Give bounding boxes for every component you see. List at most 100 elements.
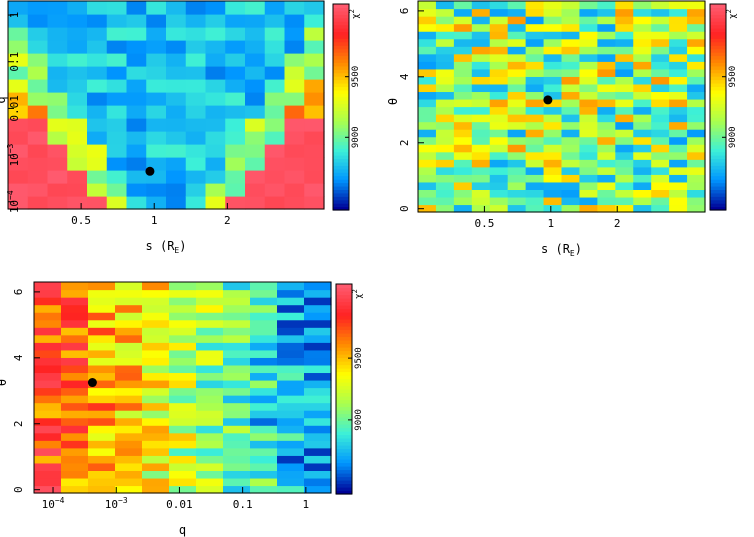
colorbar-step: [333, 199, 349, 204]
colorbar-step: [336, 361, 352, 366]
heatmap-cell: [34, 402, 62, 411]
heatmap-cell: [223, 304, 251, 313]
heatmap-cell: [223, 417, 251, 426]
heatmap-cell: [142, 485, 170, 494]
heatmap-cell: [669, 16, 688, 25]
heatmap-cell: [250, 440, 278, 449]
heatmap-cell: [633, 106, 652, 115]
heatmap-cell: [47, 157, 68, 171]
colorbar-step: [336, 469, 352, 474]
heatmap-cell: [579, 204, 598, 213]
heatmap-cell: [142, 477, 170, 487]
heatmap-cell: [304, 79, 325, 93]
heatmap-cell: [489, 121, 509, 130]
heatmap-cell: [525, 68, 545, 77]
heatmap-cell: [435, 106, 455, 115]
heatmap-cell: [146, 53, 167, 67]
y-tick-label: 2: [398, 139, 411, 146]
colorbar-step: [333, 131, 349, 136]
heatmap-cell: [651, 46, 670, 55]
heatmap-cell: [223, 402, 251, 411]
heatmap-cell: [471, 166, 491, 175]
heatmap-cell: [525, 204, 545, 213]
heatmap-cell: [543, 76, 563, 85]
heatmap-cell: [250, 372, 278, 381]
heatmap-cell: [418, 181, 437, 190]
heatmap-cell: [687, 76, 706, 85]
colorbar-label-sup: 2: [725, 9, 733, 13]
heatmap-cell: [579, 91, 598, 100]
heatmap-cell: [543, 98, 563, 108]
heatmap-cell: [435, 38, 455, 47]
heatmap-cell: [453, 76, 473, 85]
heatmap-cell: [34, 485, 62, 494]
heatmap-cell: [205, 40, 226, 54]
colorbar-step: [710, 89, 726, 94]
heatmap-cell: [27, 131, 49, 145]
y-tick-exponent: −4: [6, 190, 15, 200]
heatmap-cell: [169, 395, 197, 404]
heatmap-cell: [223, 334, 251, 343]
heatmap-cell: [88, 417, 116, 426]
heatmap-cell: [507, 121, 527, 130]
heatmap-cell: [67, 170, 88, 184]
heatmap-cell: [579, 16, 598, 25]
colorbar-step: [710, 93, 726, 98]
heatmap-cell: [304, 312, 332, 321]
heatmap-cell: [115, 304, 143, 313]
plot-frame: [7, 0, 325, 210]
heatmap-cell: [146, 1, 167, 15]
colorbar-step: [336, 473, 352, 478]
colorbar: 9000 9500 χ2: [709, 3, 738, 211]
colorbar-step: [336, 462, 352, 467]
heatmap-cell: [579, 38, 598, 47]
heatmap-cell: [525, 53, 545, 62]
heatmap-cell: [525, 106, 545, 115]
heatmap-cell: [205, 131, 226, 145]
heatmap-cell: [284, 144, 305, 158]
heatmap-cell: [633, 114, 652, 123]
heatmap-cell: [435, 53, 455, 62]
heatmap-cell: [142, 462, 170, 471]
heatmap-cell: [146, 144, 167, 158]
colorbar-step: [336, 312, 352, 317]
heatmap-cell: [687, 98, 706, 108]
heatmap-cell: [61, 304, 89, 313]
heatmap-cell: [615, 53, 634, 62]
colorbar-step: [710, 151, 726, 156]
heatmap-cell: [561, 121, 581, 130]
heatmap-cell: [615, 1, 634, 10]
heatmap-cell: [489, 174, 509, 183]
colorbar-step: [710, 131, 726, 136]
heatmap-cell: [115, 357, 143, 366]
heatmap-cell: [115, 364, 143, 374]
heatmap-cell: [651, 144, 670, 153]
heatmap-cell: [304, 387, 332, 396]
heatmap-cell: [169, 470, 197, 479]
heatmap-cell: [435, 144, 455, 153]
colorbar-tick-label: 9000: [354, 409, 364, 431]
heatmap-cell: [142, 327, 170, 336]
heatmap-cell: [277, 432, 305, 441]
heatmap-cell: [126, 118, 147, 132]
heatmap-cell: [435, 68, 455, 77]
heatmap-cell: [264, 92, 286, 106]
heatmap-cell: [146, 131, 167, 145]
heatmap-cell: [67, 79, 88, 93]
colorbar-step: [710, 165, 726, 170]
heatmap-cell: [87, 66, 108, 80]
heatmap-cell: [597, 136, 616, 145]
heatmap-cell: [169, 387, 197, 396]
heatmap-cell: [61, 364, 89, 374]
heatmap-cell: [543, 61, 563, 70]
heatmap-cell: [561, 68, 581, 77]
heatmap-cell: [47, 170, 68, 184]
heatmap-cells: [34, 282, 332, 494]
heatmap-cell: [471, 23, 491, 32]
heatmap-cell: [561, 1, 581, 10]
heatmap-cell: [435, 181, 455, 190]
heatmap-cell: [579, 174, 598, 183]
heatmap-cell: [507, 181, 527, 190]
heatmap-cell: [615, 129, 634, 138]
heatmap-cell: [525, 1, 545, 10]
